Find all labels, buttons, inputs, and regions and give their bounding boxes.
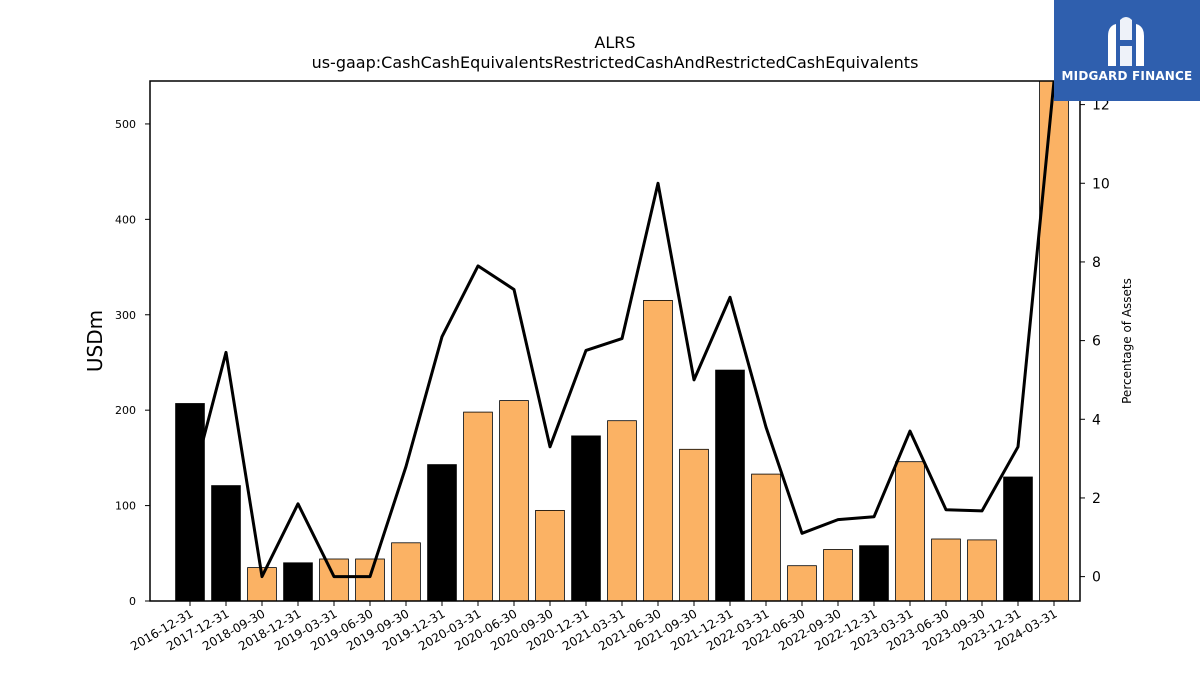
bar	[679, 448, 709, 602]
chart-subtitle: us-gaap:CashCashEquivalentsRestrictedCas…	[312, 53, 919, 72]
y2-tick-label: 0	[1092, 570, 1101, 586]
logo-text: MIDGARD FINANCE	[1061, 69, 1193, 83]
brand-logo: MIDGARD FINANCE	[1054, 0, 1200, 101]
y2-tick-label: 2	[1092, 491, 1101, 507]
y2-tick-label: 6	[1092, 334, 1101, 350]
bar	[175, 403, 205, 602]
chart-title: ALRS	[594, 33, 635, 52]
bar	[1003, 476, 1033, 602]
bar	[499, 400, 529, 602]
y2-tick-label: 4	[1092, 412, 1101, 428]
bar	[319, 558, 349, 602]
bar	[391, 542, 421, 602]
bar	[931, 538, 961, 602]
y2-axis-label: Percentage of Assets	[1120, 278, 1134, 404]
bar	[1039, 80, 1069, 602]
bar	[787, 565, 817, 602]
y-tick-label: 300	[115, 309, 136, 322]
y2-tick-label: 10	[1092, 176, 1110, 192]
bar	[607, 420, 637, 602]
bar	[751, 473, 781, 602]
bar	[643, 299, 673, 602]
bar	[715, 369, 745, 602]
y-tick-label: 200	[115, 404, 136, 417]
bar	[967, 539, 997, 602]
line-series	[188, 80, 1056, 579]
bar	[535, 509, 565, 602]
bars-group	[175, 80, 1069, 602]
logo-mark-icon	[1108, 17, 1144, 66]
y-axis-label: USDm	[83, 310, 107, 372]
bar	[463, 411, 493, 602]
bar	[427, 464, 457, 602]
y-tick-label: 400	[115, 213, 136, 226]
y-tick-label: 0	[129, 595, 136, 608]
bar	[571, 435, 601, 602]
bar	[859, 545, 889, 602]
line-group	[188, 80, 1056, 579]
bar	[895, 461, 925, 602]
bar	[355, 558, 385, 602]
bar	[211, 485, 241, 602]
bar	[283, 562, 313, 602]
y2-tick-label: 8	[1092, 255, 1101, 271]
y-tick-label: 100	[115, 500, 136, 513]
y-tick-label: 500	[115, 118, 136, 131]
bar	[823, 549, 853, 602]
y2-tick-label: 12	[1092, 98, 1110, 114]
